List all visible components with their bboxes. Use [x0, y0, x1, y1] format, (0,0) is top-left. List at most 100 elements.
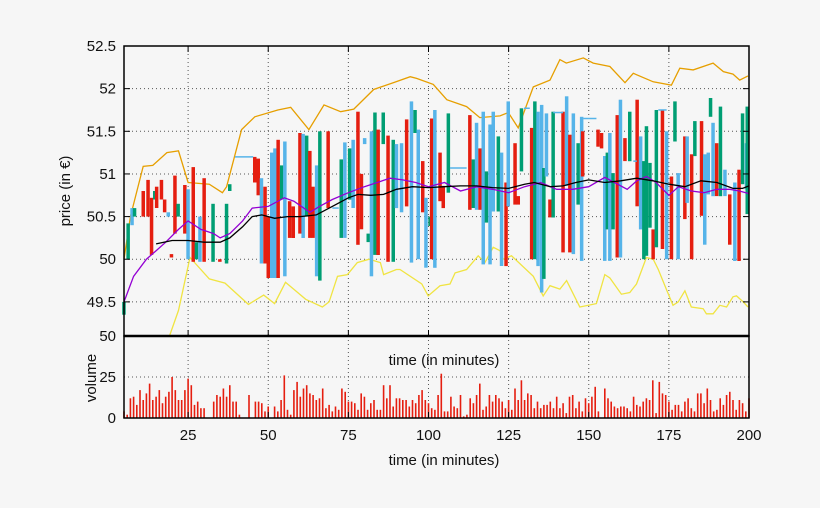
- volume-bar: [571, 395, 574, 418]
- volume-bar: [732, 400, 734, 418]
- volume-bar: [174, 390, 177, 418]
- volume-bar: [604, 388, 606, 418]
- volume-bar: [187, 378, 189, 418]
- price-bar-blue: [198, 216, 202, 262]
- price-tick-label: 50.5: [87, 209, 116, 226]
- volume-x-tick-label: 75: [340, 427, 357, 444]
- volume-bar: [613, 406, 616, 418]
- volume-bar: [648, 400, 651, 418]
- price-bar-green: [496, 136, 501, 212]
- volume-bar: [414, 403, 417, 418]
- price-bar-green: [644, 126, 649, 256]
- volume-bar: [459, 395, 462, 418]
- price-bar-green: [542, 168, 546, 279]
- price-bar-green: [605, 152, 610, 230]
- price-bar-green: [471, 159, 476, 208]
- volume-bar: [229, 385, 231, 418]
- volume-bar: [180, 400, 183, 418]
- volume-bar: [533, 408, 536, 418]
- volume-bar: [581, 411, 584, 418]
- price-bar-green: [654, 110, 659, 248]
- volume-bar: [366, 409, 369, 418]
- volume-bar: [315, 400, 318, 418]
- volume-bar: [347, 401, 350, 418]
- volume-bar: [719, 398, 721, 418]
- volume-bar: [225, 396, 228, 418]
- volume-bar: [587, 403, 590, 418]
- volume-bar: [360, 393, 362, 418]
- volume-bar: [626, 408, 628, 418]
- volume-bar: [289, 414, 292, 418]
- price-bar-red: [660, 110, 665, 249]
- volume-bar: [129, 398, 132, 418]
- price-bar-green: [347, 148, 352, 200]
- price-bar-blue: [273, 148, 277, 278]
- price-bar-red: [173, 175, 177, 234]
- price-bar-green: [484, 171, 489, 223]
- volume-bar: [607, 398, 609, 418]
- price-bar-red: [141, 191, 145, 217]
- price-bar-green: [708, 98, 713, 117]
- volume-bar: [677, 404, 680, 418]
- volume-bar: [491, 401, 494, 418]
- price-bar-red: [308, 150, 312, 238]
- volume-bar: [273, 406, 276, 418]
- price-bar-blue: [608, 133, 612, 261]
- volume-bar: [616, 408, 619, 418]
- price-bar-green: [176, 203, 180, 217]
- volume-bar: [680, 411, 683, 418]
- volume-bar: [671, 409, 673, 418]
- price-bar-blue: [536, 111, 540, 267]
- volume-bar: [709, 400, 712, 418]
- volume-bar: [549, 401, 552, 418]
- price-bar-red: [146, 179, 150, 217]
- volume-bar: [668, 401, 670, 418]
- price-bar-green: [224, 203, 229, 264]
- volume-bar: [392, 406, 394, 418]
- price-bar-green: [628, 111, 632, 162]
- price-bar-blue: [362, 138, 367, 145]
- volume-bar: [155, 396, 157, 418]
- price-bar-red: [516, 196, 520, 205]
- volume-bar: [398, 398, 401, 418]
- volume-bar: [706, 388, 709, 418]
- price-bar-red: [253, 156, 257, 183]
- volume-x-tick-label: 50: [260, 427, 277, 444]
- price-bar-red: [513, 143, 517, 205]
- volume-bar: [722, 404, 725, 418]
- volume-bar: [507, 400, 510, 418]
- volume-bar: [690, 408, 693, 418]
- volume-bar: [341, 388, 343, 418]
- price-bar-red: [202, 178, 206, 262]
- volume-x-tick-label: 125: [496, 427, 521, 444]
- volume-bar: [443, 411, 446, 418]
- volume-bar: [652, 380, 654, 418]
- tick-labels: 49.5 50 50.5 51 51.5 52 52.5 0 25 50 25 50 75 100 125 1…: [87, 38, 762, 444]
- volume-bar: [283, 375, 286, 418]
- volume-tick-label: 0: [108, 410, 116, 427]
- volume-bar: [312, 395, 314, 418]
- price-bar-red: [699, 121, 704, 216]
- volume-bar: [527, 393, 529, 418]
- volume-bar: [555, 396, 558, 418]
- price-bar-green: [366, 233, 370, 243]
- volume-bar: [190, 385, 193, 418]
- price-bar-blue: [638, 136, 643, 230]
- volume-bar: [645, 398, 648, 418]
- price-bar-red: [162, 199, 167, 213]
- price-bar-green: [153, 191, 157, 200]
- volume-bar: [309, 393, 311, 418]
- volume-bar: [488, 395, 491, 418]
- volume-tick-label: 25: [99, 369, 116, 386]
- volume-bar: [370, 403, 372, 418]
- volume-bar: [562, 403, 564, 418]
- price-bar-red: [599, 133, 604, 149]
- volume-bar: [232, 401, 234, 418]
- volume-x-tick-label: 100: [416, 427, 441, 444]
- price-tick-label: 52: [99, 81, 116, 98]
- volume-x-tick-label: 150: [576, 427, 601, 444]
- volume-bar: [696, 393, 699, 418]
- price-bar-green: [391, 139, 395, 262]
- volume-bar: [408, 406, 411, 418]
- price-bar-blue: [706, 152, 710, 195]
